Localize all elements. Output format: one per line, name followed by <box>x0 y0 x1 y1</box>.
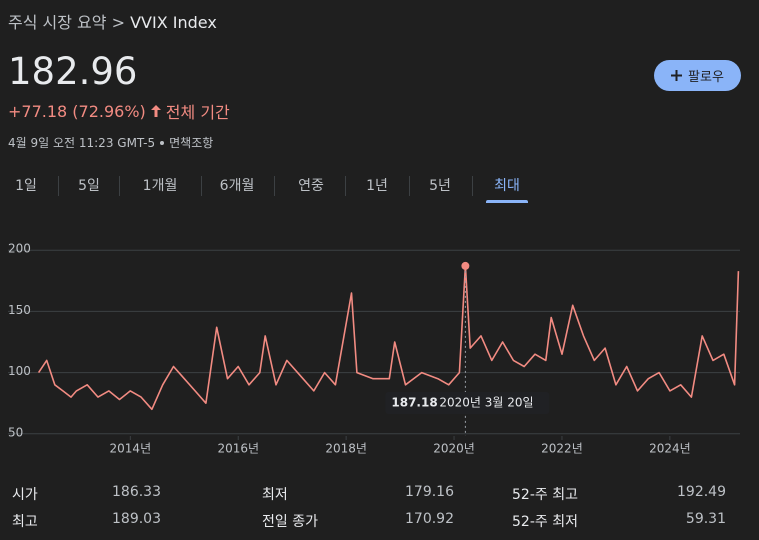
stat-value: 59.31 <box>685 511 726 527</box>
follow-label: 팔로우 <box>688 70 724 85</box>
plus-icon <box>671 70 683 81</box>
follow-button[interactable]: 팔로우 <box>654 60 741 91</box>
x-tick-label: 2022년 <box>541 442 583 456</box>
breadcrumb-link[interactable]: 주식 시장 요약 <box>8 13 107 32</box>
range-tabs: 1일 5일 1개월 6개월 연중 1년 5년 최대 <box>0 170 759 204</box>
stat-value: 179.16 <box>405 484 454 500</box>
price: 182.96 <box>8 50 138 93</box>
tab-separator <box>274 176 275 196</box>
tooltip-box <box>385 392 550 414</box>
index-title: VVIX Index <box>130 13 217 32</box>
tooltip-date: 2020년 3월 20일 <box>439 396 533 410</box>
timestamp: 4월 9일 오전 11:23 GMT-5 <box>8 136 156 150</box>
stat-label: 최저 <box>262 487 288 503</box>
y-tick-label: 100 <box>8 364 31 378</box>
stat-label: 전일 종가 <box>262 514 318 530</box>
x-tick-label: 2024년 <box>649 442 691 456</box>
hover-point <box>461 261 470 270</box>
range-tab[interactable]: 최대 <box>494 178 520 194</box>
range-tab[interactable]: 6개월 <box>219 178 255 194</box>
up-arrow <box>150 105 161 117</box>
range-tab[interactable]: 5일 <box>78 178 100 194</box>
change-row: +77.18 (72.96%) 전체 기간 <box>8 99 230 123</box>
stat-label: 52-주 최고 <box>512 487 578 503</box>
stat-label: 시가 <box>12 487 38 503</box>
stat-value: 186.33 <box>112 484 161 500</box>
range-tab[interactable]: 1년 <box>366 178 388 194</box>
disclaimer-link[interactable]: 면책조항 <box>169 136 214 150</box>
x-tick-label: 2014년 <box>110 442 152 456</box>
breadcrumb-separator: > <box>111 13 125 32</box>
range-tab[interactable]: 연중 <box>298 178 324 194</box>
stat-value: 192.49 <box>677 484 726 500</box>
tab-separator <box>58 176 59 196</box>
bullet <box>160 140 165 145</box>
stat-label: 52-주 최저 <box>512 514 578 530</box>
tooltip-value: 187.18 <box>391 396 437 410</box>
change: +77.18 (72.96%) <box>8 101 146 121</box>
breadcrumb: 주식 시장 요약 > VVIX Index <box>8 9 217 33</box>
tab-underline <box>486 200 528 203</box>
tab-separator <box>345 176 346 196</box>
tab-separator <box>472 176 473 196</box>
tab-separator <box>409 176 410 196</box>
x-tick-label: 2018년 <box>325 442 367 456</box>
y-tick-label: 150 <box>8 303 31 317</box>
range-tab[interactable]: 5년 <box>429 178 451 194</box>
period: 전체 기간 <box>165 103 230 122</box>
tab-separator <box>119 176 120 196</box>
stat-value: 170.92 <box>405 511 454 527</box>
y-tick-label: 50 <box>8 425 23 439</box>
chart: 50 100 150 200 2014년 2016년 2018년 2020년 2022년 2024… <box>8 242 740 456</box>
x-tick-label: 2020년 <box>433 442 475 456</box>
range-tab[interactable]: 1개월 <box>142 178 178 194</box>
series-line <box>37 265 740 411</box>
stat-label: 최고 <box>12 514 38 530</box>
x-tick-label: 2016년 <box>217 442 259 456</box>
stat-value: 189.03 <box>112 511 161 527</box>
range-tab[interactable]: 1일 <box>15 178 37 194</box>
y-tick-label: 200 <box>8 242 31 256</box>
timestamp-row: 4월 9일 오전 11:23 GMT-5 면책조항 <box>8 134 213 151</box>
tab-separator <box>201 176 202 196</box>
